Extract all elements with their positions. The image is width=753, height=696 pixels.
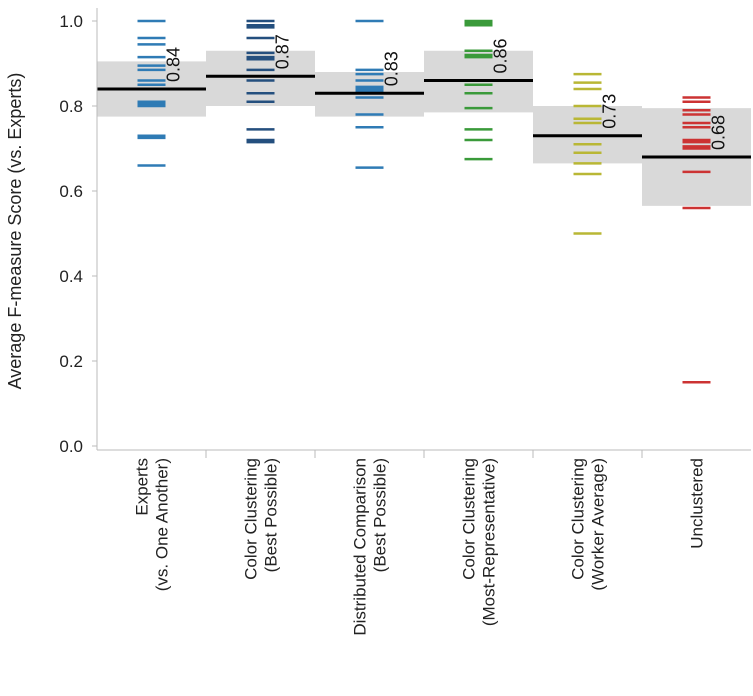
y-tick-label: 1.0 <box>59 12 83 31</box>
y-tick-label: 0.2 <box>59 352 83 371</box>
mean-value-label: 0.73 <box>600 94 620 129</box>
y-tick-label: 0.4 <box>59 267 83 286</box>
category-label: (Most-Representative) <box>480 458 499 626</box>
category-label: Experts <box>133 458 152 516</box>
axes <box>92 8 751 458</box>
mean-value-label: 0.86 <box>491 38 511 73</box>
category-label: (Best Possible) <box>371 458 390 572</box>
variance-bands <box>97 50 751 206</box>
category-label: Unclustered <box>688 458 707 549</box>
category-label: Color Clustering <box>242 458 261 580</box>
y-axis-title: Average F-measure Score (vs. Experts) <box>5 73 25 390</box>
y-tick-label: 0.8 <box>59 97 83 116</box>
y-tick-label: 0.0 <box>59 437 83 456</box>
category-label: Color Clustering <box>569 458 588 580</box>
category-label: Distributed Comparison <box>351 458 370 636</box>
labels: 0.0 0.2 0.4 0.6 0.8 1.0 Average F-measure Scor… <box>5 12 729 636</box>
mean-value-label: 0.68 <box>709 115 729 150</box>
category-label: Color Clustering <box>460 458 479 580</box>
mean-value-label: 0.83 <box>382 51 402 86</box>
mean-value-label: 0.84 <box>164 47 184 82</box>
category-label: (Best Possible) <box>262 458 281 572</box>
data-ticks <box>137 19 711 384</box>
category-label: (Worker Average) <box>589 458 608 591</box>
mean-lines <box>97 74 751 159</box>
y-tick-label: 0.6 <box>59 182 83 201</box>
category-label: (vs. One Another) <box>153 458 172 591</box>
mean-value-label: 0.87 <box>273 34 293 69</box>
